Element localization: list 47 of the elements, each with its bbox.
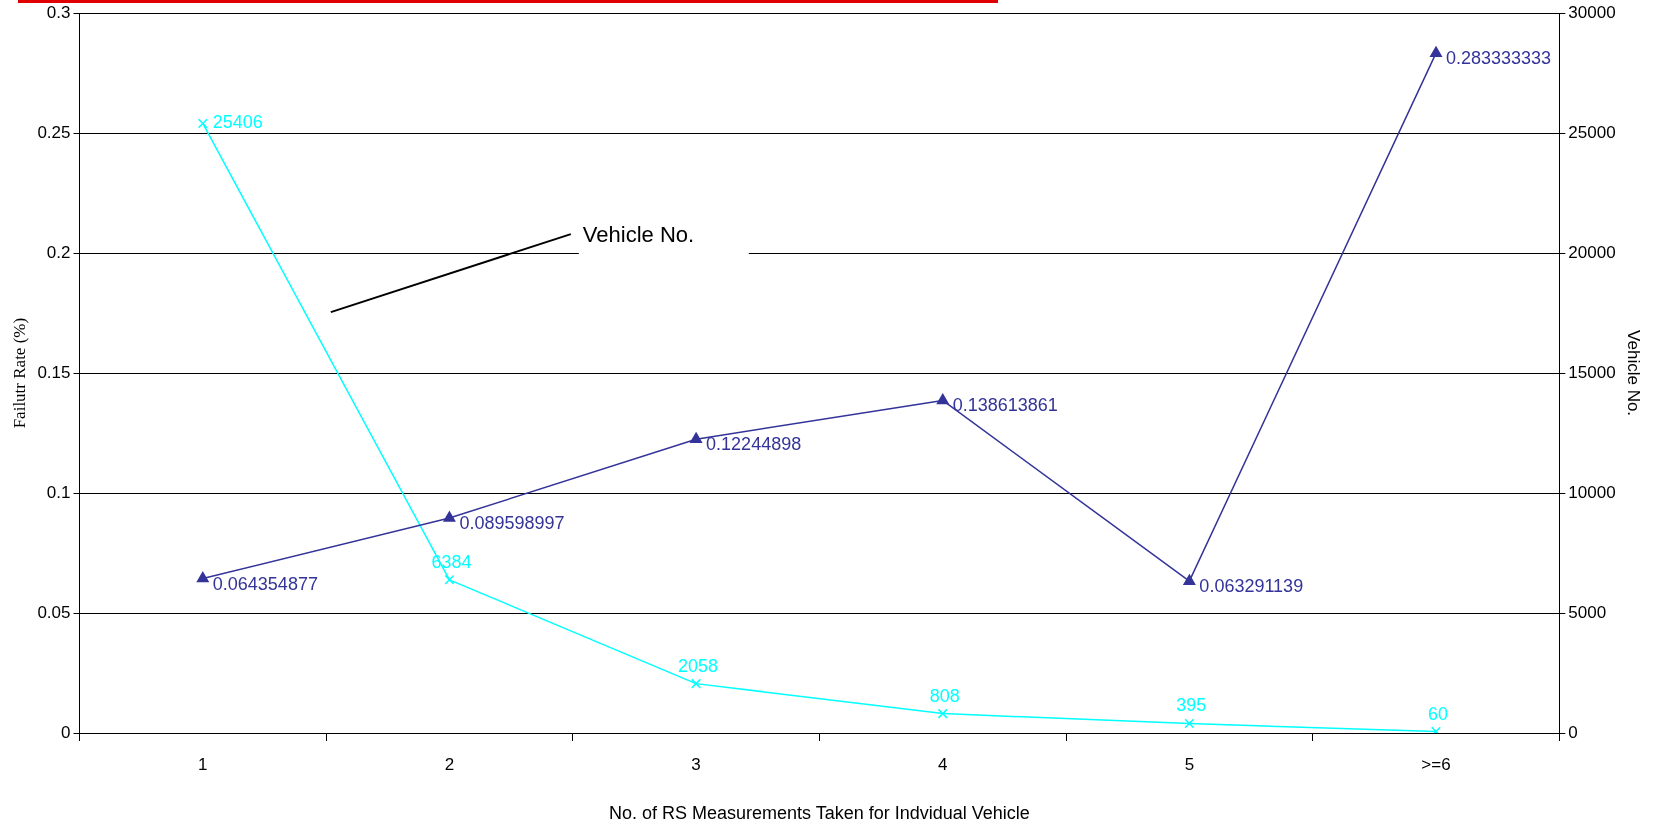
data-label: 808 <box>929 685 960 706</box>
y2-tick-label: 30000 <box>1568 2 1616 22</box>
point <box>936 393 949 405</box>
annotation: Vehicle No. <box>582 222 695 248</box>
data-label: 25406 <box>212 112 263 133</box>
point <box>1183 574 1196 585</box>
data-label: 0.064354877 <box>212 573 318 594</box>
point <box>691 678 702 689</box>
y-axis-title: Failutr Rate (%) <box>9 317 29 429</box>
y-tick-label: 0.2 <box>46 242 71 262</box>
data-label: 0.283333333 <box>1446 48 1552 69</box>
x-axis-title: No. of RS Measurements Taken for Indvidual Vehicle <box>608 803 1030 824</box>
y2-tick-label: 10000 <box>1568 482 1616 502</box>
data-label: 60 <box>1427 703 1449 724</box>
x-tick-label: 2 <box>444 754 455 774</box>
y-tick-label: 0.1 <box>46 482 71 502</box>
x-tick-label: 4 <box>937 754 948 774</box>
point <box>690 432 703 443</box>
x-tick-label: 1 <box>198 754 208 774</box>
point <box>1431 726 1441 733</box>
point <box>1184 718 1195 729</box>
x-tick-label: 3 <box>691 754 701 774</box>
y-tick-label: 0.05 <box>37 602 71 622</box>
y-tick-label: 0.25 <box>37 122 71 142</box>
data-label: 0.138613861 <box>952 395 1058 416</box>
y2-tick-label: 25000 <box>1568 122 1616 142</box>
point <box>197 118 208 129</box>
data-label: 395 <box>1176 695 1207 716</box>
point <box>196 571 209 583</box>
x-tick-label: >=6 <box>1421 754 1451 774</box>
y2-tick-label: 20000 <box>1568 242 1616 262</box>
point <box>444 574 455 585</box>
data-label: 0.089598997 <box>459 512 565 533</box>
y2-axis-title: Vehicle No. <box>1624 330 1644 417</box>
y-tick-label: 0 <box>61 722 71 742</box>
y2-tick-label: 0 <box>1568 722 1578 742</box>
y-tick-label: 0.3 <box>46 2 71 22</box>
point <box>443 511 456 522</box>
data-label: 0.12244898 <box>706 434 802 455</box>
data-label: 2058 <box>678 655 719 676</box>
point <box>1430 46 1442 57</box>
point <box>937 708 948 719</box>
y2-tick-label: 5000 <box>1568 602 1607 622</box>
y-tick-label: 0.15 <box>37 362 71 382</box>
y2-tick-label: 15000 <box>1568 362 1616 382</box>
x-tick-label: 5 <box>1184 754 1195 774</box>
data-label: 0.063291139 <box>1199 576 1304 597</box>
